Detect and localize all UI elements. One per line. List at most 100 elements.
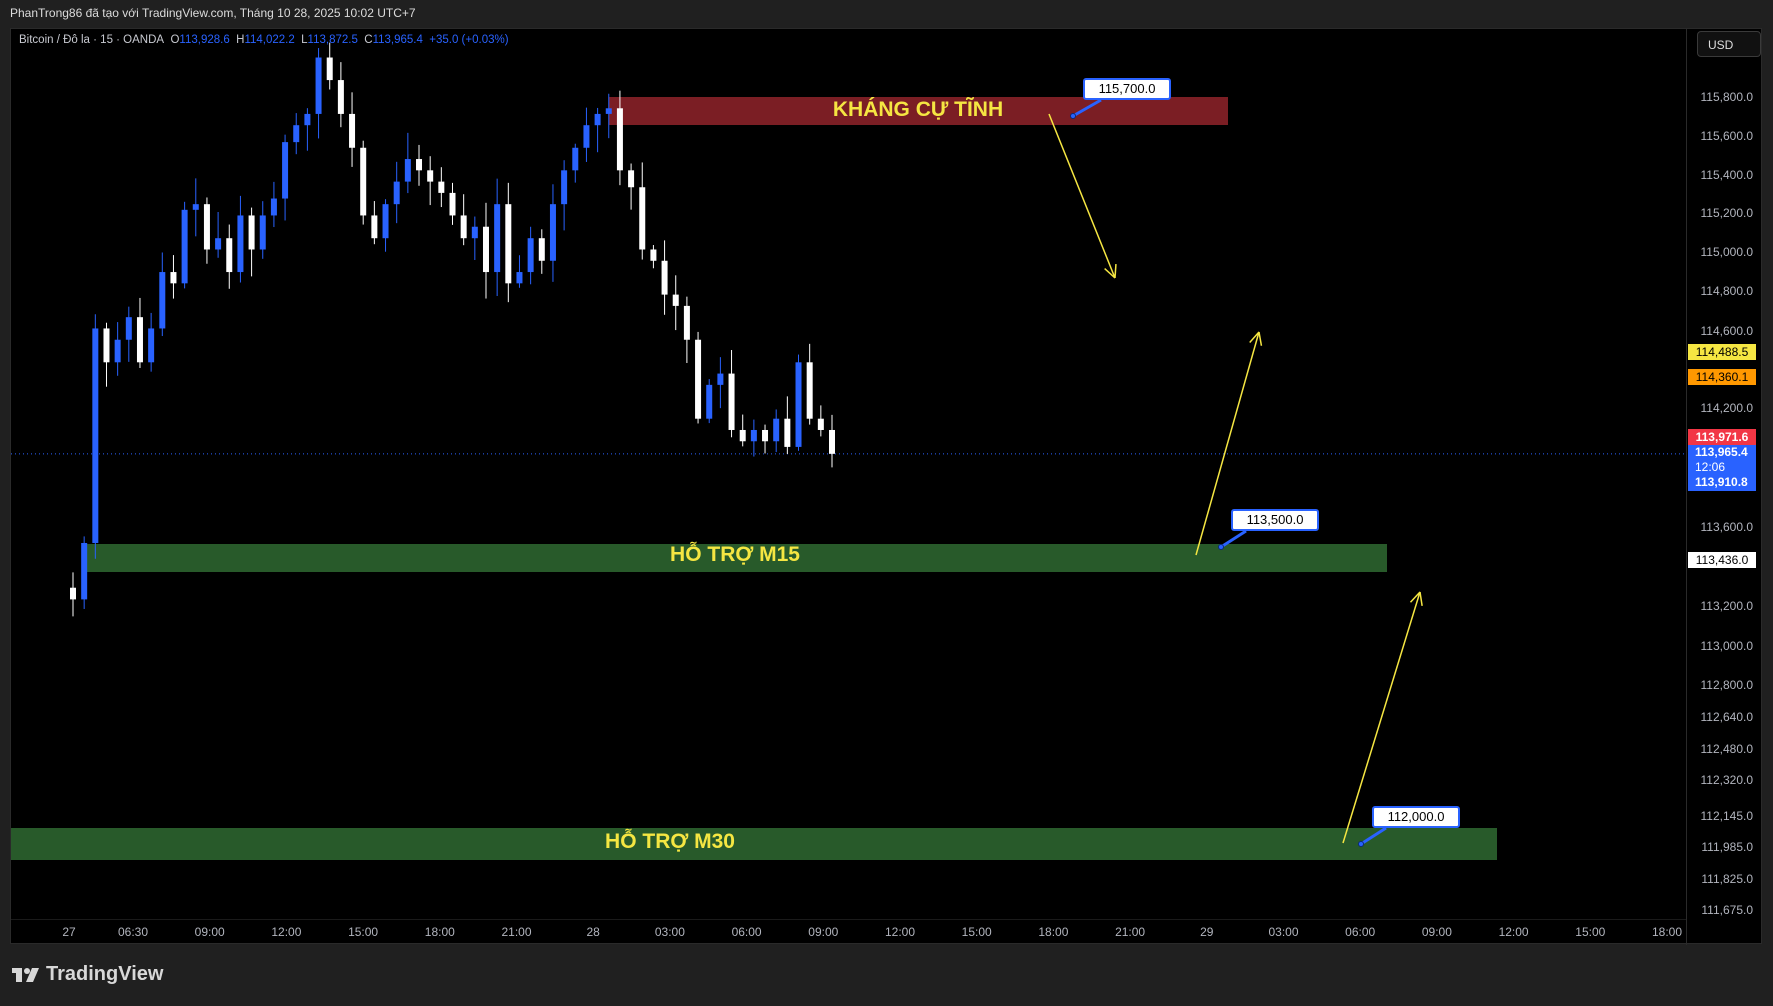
time-axis-label: 15:00 — [961, 925, 992, 939]
plot-area[interactable]: KHÁNG CỰ TĨNH HỖ TRỢ M15 HỖ TRỢ M30 115,… — [11, 29, 1686, 919]
time-axis-label: 18:00 — [1651, 925, 1683, 939]
last-price-tag: 113,965.4 12:06 113,910.8 — [1688, 445, 1756, 491]
up-arrow-m30-head — [1409, 591, 1421, 603]
legend-o-label: O — [170, 34, 180, 46]
up-arrow-m30-head — [1419, 591, 1423, 606]
price-tag-red: 113,971.6 — [1688, 429, 1756, 445]
price-axis-label: 114,800.0 — [1700, 284, 1754, 298]
candle-body — [829, 429, 835, 454]
chart-panel[interactable]: KHÁNG CỰ TĨNH HỖ TRỢ M15 HỖ TRỢ M30 115,… — [10, 28, 1763, 945]
price-axis-label: 111,675.0 — [1701, 903, 1753, 917]
support-m15-zone[interactable] — [86, 544, 1387, 572]
candle-body — [717, 373, 724, 385]
time-axis-label: 21:00 — [1115, 925, 1146, 939]
time-axis-label: 18:00 — [1038, 925, 1069, 939]
candle-body — [181, 209, 188, 284]
candle-body — [549, 204, 556, 261]
bar-countdown: 12:06 — [1695, 460, 1726, 474]
time-axis-label: 03:00 — [654, 925, 685, 939]
candle-body — [159, 272, 166, 329]
callout-pointer — [1072, 98, 1102, 118]
time-axis[interactable]: 27 06:30 09:00 12:00 15:00 18:00 21:00 28 03:00 0… — [11, 919, 1686, 945]
up-arrow-m15 — [1195, 331, 1260, 556]
candle-body — [561, 170, 568, 205]
price-axis-label: 114,600.0 — [1700, 324, 1754, 338]
candle-body — [270, 198, 277, 216]
legend-c-label: C — [364, 34, 373, 46]
candle-body — [538, 238, 545, 261]
candle-body — [817, 418, 824, 430]
candle-body — [806, 362, 813, 419]
price-axis-label: 113,600.0 — [1700, 520, 1754, 534]
time-axis-label: 21:00 — [501, 925, 532, 939]
price-axis-label: 111,985.0 — [1701, 840, 1753, 854]
logo-text: TradingView — [46, 963, 164, 985]
anchor-dot — [1070, 113, 1076, 119]
time-axis-label: 06:00 — [731, 925, 762, 939]
time-axis-label: 06:30 — [117, 925, 149, 939]
ohlc-legend: Bitcoin / Đô la · 15 · OANDA O113,928.6 … — [19, 34, 509, 46]
candle-body — [672, 294, 679, 306]
support-m30-zone[interactable] — [11, 828, 1497, 860]
candle-body — [683, 305, 690, 340]
time-axis-label: 27 — [62, 925, 76, 939]
price-axis-label: 115,600.0 — [1700, 129, 1754, 143]
price-tag-yellow: 114,488.5 — [1688, 344, 1756, 360]
time-axis-label: 12:00 — [884, 925, 916, 939]
candle-body — [304, 113, 311, 126]
candle-body — [494, 204, 501, 273]
candle-body — [449, 192, 456, 216]
price-axis[interactable]: 111,675.0 111,825.0 111,985.0 112,145.0 112,… — [1686, 29, 1763, 945]
candle-body — [795, 362, 802, 447]
anchor-dot — [1358, 841, 1364, 847]
candle-body — [315, 57, 322, 114]
price-callout-resistance[interactable]: 115,700.0 — [1083, 78, 1171, 100]
candle-body — [215, 238, 222, 250]
candle-body — [192, 204, 199, 210]
candle-body — [226, 238, 233, 273]
price-callout-m30[interactable]: 112,000.0 — [1372, 806, 1460, 828]
candle-body — [382, 204, 389, 239]
resistance-zone[interactable] — [609, 97, 1228, 125]
time-axis-label: 09:00 — [1421, 925, 1452, 939]
tradingview-logo[interactable]: TradingView — [12, 963, 163, 986]
price-axis-label: 112,480.0 — [1700, 742, 1754, 756]
up-arrow-m15-head — [1258, 331, 1263, 346]
candle-body — [572, 147, 579, 171]
time-axis-label: 12:00 — [271, 925, 302, 939]
candle-body — [784, 418, 791, 447]
candle-body — [594, 113, 601, 126]
price-axis-label: 115,000.0 — [1700, 245, 1754, 259]
legend-low: 113,872.5 — [307, 34, 358, 46]
candle-body — [695, 339, 702, 419]
candle-body — [248, 215, 255, 250]
support-m30-label: HỖ TRỢ M30 — [605, 830, 735, 853]
price-axis-label: 114,200.0 — [1700, 401, 1754, 415]
time-axis-label: 09:00 — [808, 925, 839, 939]
legend-high: 114,022.2 — [244, 34, 295, 46]
price-axis-label: 112,800.0 — [1700, 678, 1754, 692]
candle-body — [605, 108, 612, 114]
candle-body — [628, 170, 635, 188]
price-axis-label: 115,200.0 — [1700, 206, 1754, 220]
candle-body — [527, 238, 534, 273]
candle-body — [505, 204, 512, 284]
tradingview-logo-icon — [12, 967, 39, 982]
currency-button[interactable]: USD — [1697, 31, 1761, 57]
candle-body — [170, 272, 177, 284]
candle-body — [81, 542, 88, 600]
price-axis-label: 112,640.0 — [1700, 710, 1754, 724]
candle-body — [471, 226, 478, 239]
candle-body — [92, 328, 99, 543]
candle-body — [125, 317, 132, 340]
candle-body — [293, 125, 300, 143]
candle-body — [416, 159, 423, 171]
up-arrow-m15-head — [1249, 331, 1260, 343]
price-axis-label: 115,800.0 — [1700, 90, 1754, 104]
down-arrow — [1048, 113, 1116, 279]
callout-pointer — [1360, 826, 1387, 846]
candle-body — [136, 317, 143, 363]
price-axis-label: 111,825.0 — [1701, 872, 1753, 886]
price-callout-m15[interactable]: 113,500.0 — [1231, 509, 1319, 531]
time-axis-label: 15:00 — [348, 925, 379, 939]
